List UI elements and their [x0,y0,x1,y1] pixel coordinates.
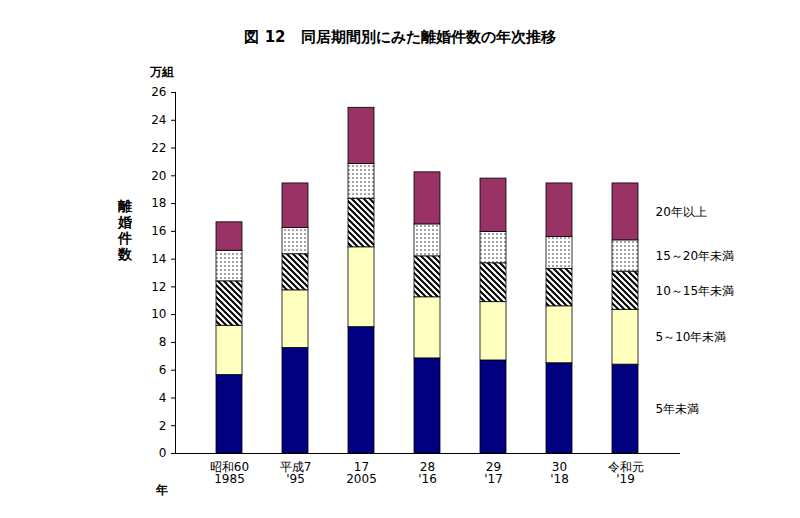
svg-text:24: 24 [151,113,166,127]
svg-text:昭和601985: 昭和601985 [210,460,249,486]
svg-text:29'17: 29'17 [484,460,503,486]
svg-text:18: 18 [151,196,166,210]
svg-text:172005: 172005 [346,460,377,486]
html-text:万組: 万組 [150,65,174,79]
svg-text:15～20年未満: 15～20年未満 [656,249,735,263]
svg-text:10～15年未満: 10～15年未満 [656,284,735,298]
svg-text:5年未満: 5年未満 [656,402,700,416]
svg-text:28'16: 28'16 [418,460,437,486]
svg-text:22: 22 [151,141,166,155]
svg-text:26: 26 [151,85,166,99]
svg-text:12: 12 [151,280,166,294]
svg-text:4: 4 [159,391,167,405]
svg-text:5～10年未満: 5～10年未満 [656,330,727,344]
svg-text:30'18: 30'18 [550,460,569,486]
html-text:年: 年 [156,483,168,497]
svg-text:平成7'95: 平成7'95 [280,460,312,486]
svg-text:8: 8 [159,335,167,349]
svg-text:14: 14 [151,252,166,266]
svg-text:令和元'19: 令和元'19 [608,460,644,486]
svg-text:16: 16 [151,224,166,238]
svg-text:6: 6 [159,363,167,377]
svg-text:20: 20 [151,169,166,183]
html-text:離婚件数: 離婚件数 [117,188,133,252]
svg-text:20年以上: 20年以上 [656,205,707,219]
html-text:図 12 同居期間別にみた離婚件数の年次推移: 図 12 同居期間別にみた離婚件数の年次推移 [244,28,556,46]
svg-text:10: 10 [151,307,166,321]
svg-text:2: 2 [159,419,167,433]
svg-text:0: 0 [159,446,167,460]
